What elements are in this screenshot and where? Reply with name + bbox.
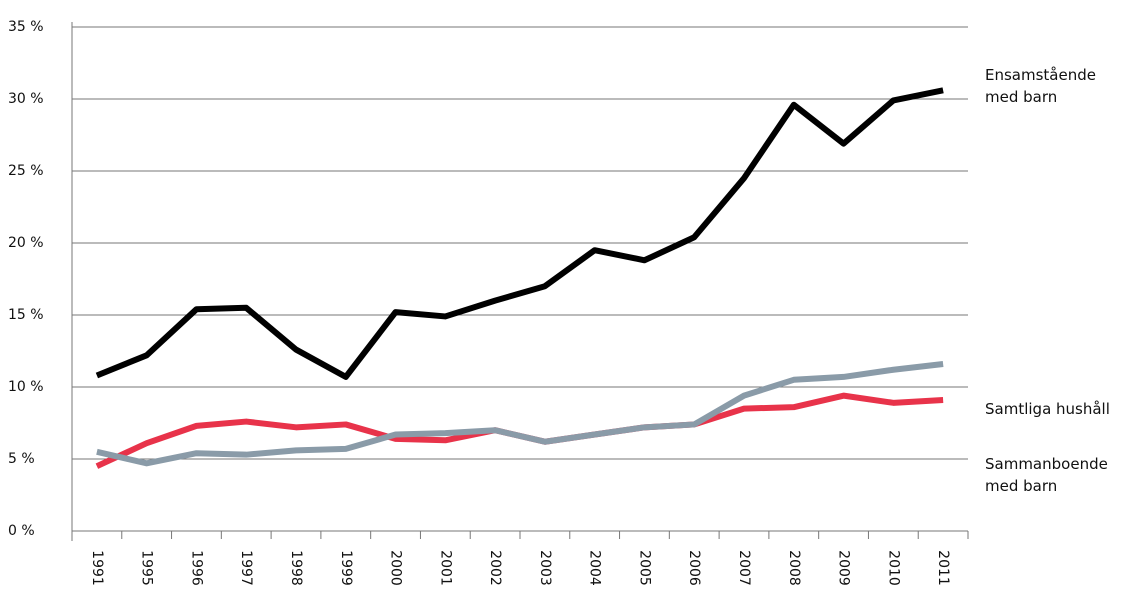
series-line [95,87,944,380]
series-label: Samtliga hushåll [985,400,1110,418]
y-tick-label: 15 % [8,307,44,323]
y-tick-label: 20 % [8,235,44,251]
x-tick-label: 1995 [139,550,155,586]
x-tick-label: 2006 [686,550,702,586]
x-tick-label: 2005 [636,550,652,586]
x-tick-label: 1997 [238,550,254,586]
y-tick-label: 5 % [8,451,35,467]
x-tick-label: 2009 [836,550,852,586]
x-tick-label: 2003 [537,550,553,586]
x-tick-label: 1996 [188,550,204,586]
x-tick-label: 1998 [288,550,304,586]
series-label: Ensamstående med barn [985,66,1096,106]
x-tick-label: 2000 [388,550,404,586]
x-tick-label: 2008 [786,550,802,586]
x-tick-label: 2010 [885,550,901,586]
x-tick-label: 2004 [587,550,603,586]
y-tick-label: 0 % [8,523,35,539]
x-tick-label: 2001 [437,550,453,586]
x-tick-label: 2011 [935,550,951,586]
series-line [96,360,944,467]
y-tick-label: 30 % [8,91,44,107]
x-tick-label: 2007 [736,550,752,586]
y-tick-label: 35 % [8,19,44,35]
x-tick-label: 1991 [89,550,105,586]
series-label: Sammanboende med barn [985,455,1108,495]
y-tick-label: 25 % [8,163,44,179]
y-tick-label: 10 % [8,379,44,395]
x-tick-label: 2002 [487,550,503,586]
x-tick-label: 1999 [338,550,354,586]
